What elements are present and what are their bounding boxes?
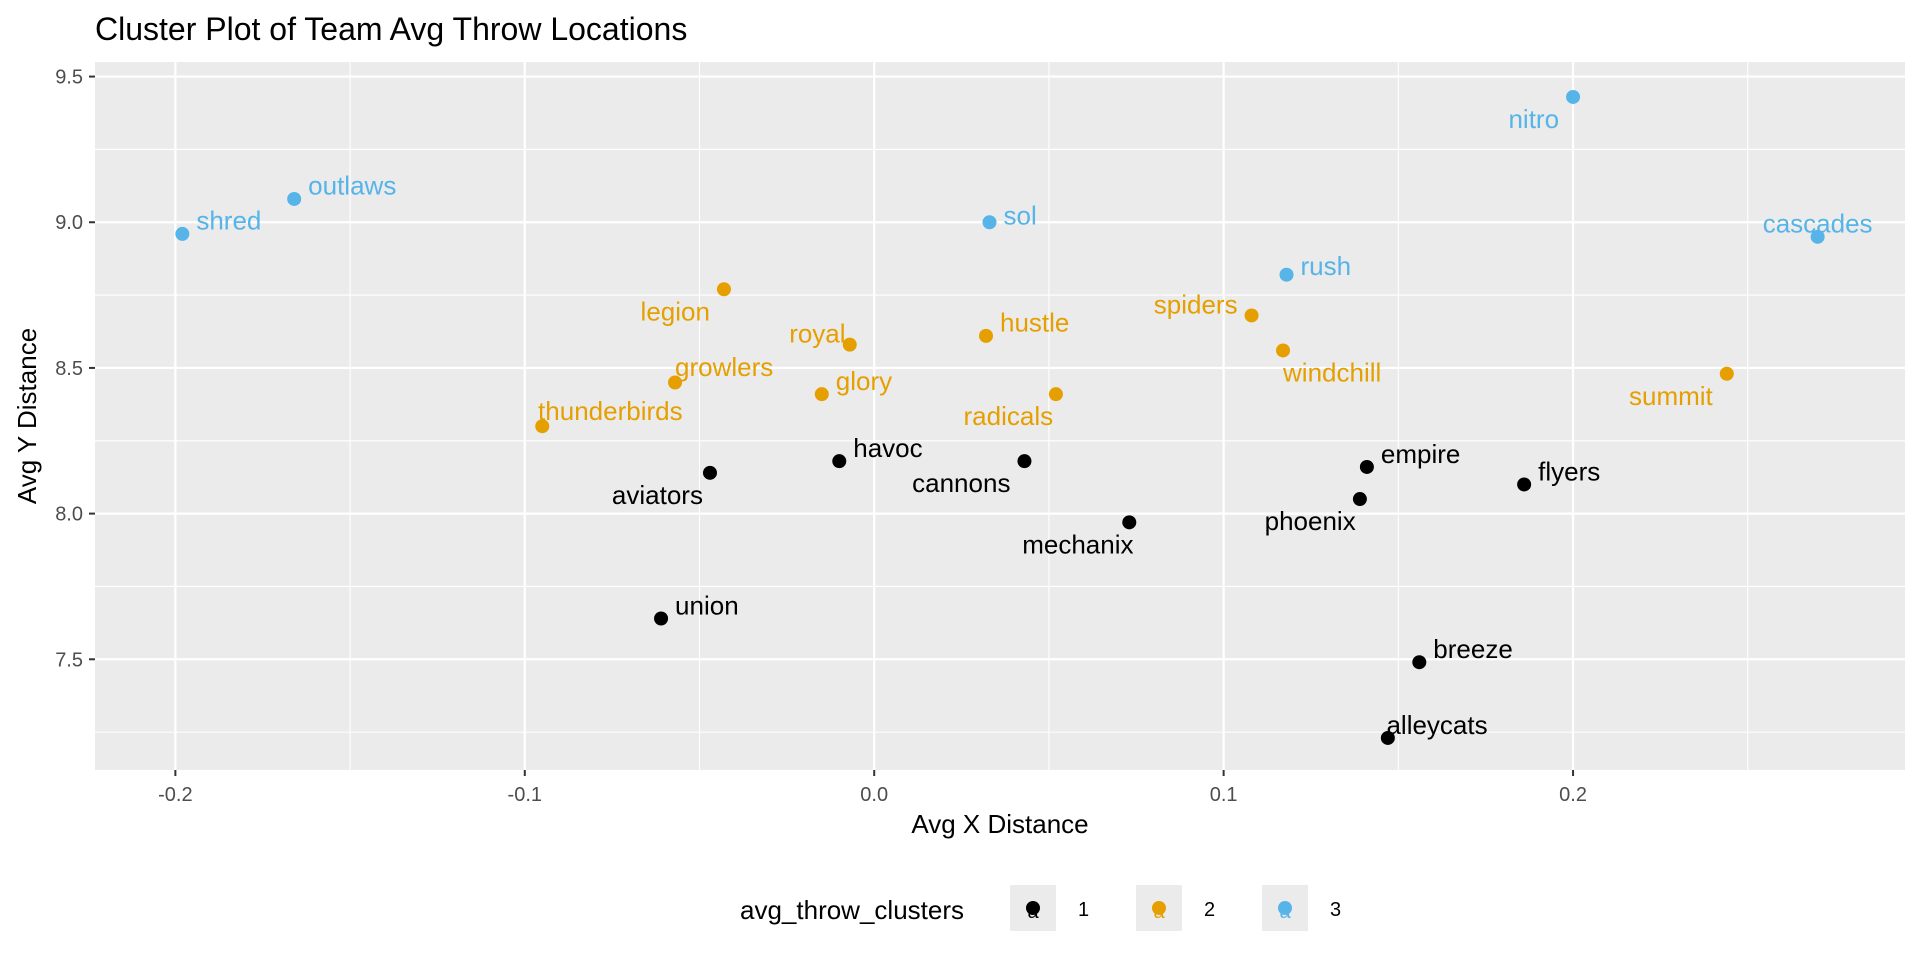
point-label-shred: shred (196, 206, 261, 236)
legend-key-1: a1 (1010, 885, 1089, 931)
point-label-spiders: spiders (1154, 289, 1238, 319)
data-point-cannons (1017, 454, 1032, 469)
point-label-empire: empire (1381, 439, 1460, 469)
x-tick-label: 0.2 (1559, 784, 1587, 806)
y-tick-label: 7.5 (55, 649, 83, 671)
legend-key-3: a3 (1262, 885, 1341, 931)
point-label-glory: glory (836, 366, 892, 396)
legend-key-2: a2 (1136, 885, 1215, 931)
legend-key-point (1152, 901, 1166, 915)
point-label-rush: rush (1301, 251, 1352, 281)
point-label-mechanix: mechanix (1022, 529, 1133, 559)
data-point-union (654, 611, 669, 626)
point-label-growlers: growlers (675, 352, 773, 382)
legend: avg_throw_clusters a1 a2 a3 (740, 885, 1341, 931)
legend-label-3: 3 (1330, 899, 1341, 921)
point-label-radicals: radicals (964, 401, 1054, 431)
data-point-phoenix (1352, 492, 1367, 507)
legend-label-1: 1 (1078, 899, 1089, 921)
data-point-breeze (1412, 655, 1427, 670)
axis-ticks (89, 75, 1575, 776)
x-tick-label: -0.1 (508, 784, 542, 806)
point-label-phoenix: phoenix (1265, 506, 1356, 536)
data-point-radicals (1048, 387, 1063, 402)
point-label-cascades: cascades (1763, 209, 1873, 239)
point-label-summit: summit (1629, 381, 1714, 411)
plot-panel (95, 62, 1905, 770)
point-label-flyers: flyers (1538, 456, 1600, 486)
y-axis-title: Avg Y Distance (12, 328, 42, 504)
x-tick-label: 0.1 (1210, 784, 1238, 806)
data-point-alleycats (1380, 730, 1395, 745)
legend-key-point (1278, 901, 1292, 915)
point-label-windchill: windchill (1282, 357, 1381, 387)
data-point-spiders (1244, 308, 1259, 323)
minor-gridlines (95, 62, 1905, 770)
point-label-aviators: aviators (612, 480, 703, 510)
data-point-aviators (702, 465, 717, 480)
point-label-legion: legion (641, 296, 710, 326)
point-label-breeze: breeze (1433, 634, 1513, 664)
point-label-cannons: cannons (912, 468, 1010, 498)
legend-keys: a1 a2 a3 (1010, 885, 1341, 931)
data-point-growlers (668, 375, 683, 390)
data-point-nitro (1566, 89, 1581, 104)
legend-key-point (1026, 901, 1040, 915)
y-tick-label: 9.0 (55, 212, 83, 234)
point-label-thunderbirds: thunderbirds (538, 396, 683, 426)
data-point-flyers (1517, 477, 1532, 492)
y-tick-label: 8.5 (55, 358, 83, 380)
data-point-outlaws (287, 191, 302, 206)
x-axis-title: Avg X Distance (911, 809, 1088, 839)
point-label-union: union (675, 590, 739, 620)
x-tick-label: -0.2 (158, 784, 192, 806)
data-point-cascades (1810, 229, 1825, 244)
data-point-legion (716, 282, 731, 297)
y-tick-label: 9.5 (55, 67, 83, 89)
data-point-glory (814, 387, 829, 402)
point-label-havoc: havoc (853, 433, 922, 463)
data-point-royal (842, 337, 857, 352)
x-tick-label: 0.0 (860, 784, 888, 806)
data-point-summit (1719, 366, 1734, 381)
point-label-hustle: hustle (1000, 308, 1069, 338)
data-point-hustle (979, 328, 994, 343)
point-label-outlaws: outlaws (308, 171, 396, 201)
point-label-royal: royal (789, 319, 845, 349)
legend-title: avg_throw_clusters (740, 895, 964, 925)
point-label-alleycats: alleycats (1386, 710, 1487, 740)
legend-label-2: 2 (1204, 899, 1215, 921)
point-label-nitro: nitro (1508, 104, 1559, 134)
data-point-mechanix (1122, 515, 1137, 530)
data-point-empire (1359, 459, 1374, 474)
y-axis-tick-labels: 7.5 8.0 8.5 9.0 9.5 (55, 67, 83, 672)
y-tick-label: 8.0 (55, 504, 83, 526)
data-point-havoc (832, 454, 847, 469)
data-point-windchill (1276, 343, 1291, 358)
data-points (175, 89, 1825, 745)
chart-title: Cluster Plot of Team Avg Throw Locations (95, 11, 687, 47)
x-axis-tick-labels: -0.2 -0.1 0.0 0.1 0.2 (158, 784, 1587, 806)
point-label-sol: sol (1004, 201, 1037, 231)
data-point-labels: shred outlaws sol nitro rush cascades legion ro… (196, 104, 1872, 740)
data-point-thunderbirds (535, 419, 550, 434)
data-point-rush (1279, 267, 1294, 282)
data-point-sol (982, 215, 997, 230)
data-point-shred (175, 226, 190, 241)
major-gridlines (95, 62, 1905, 770)
